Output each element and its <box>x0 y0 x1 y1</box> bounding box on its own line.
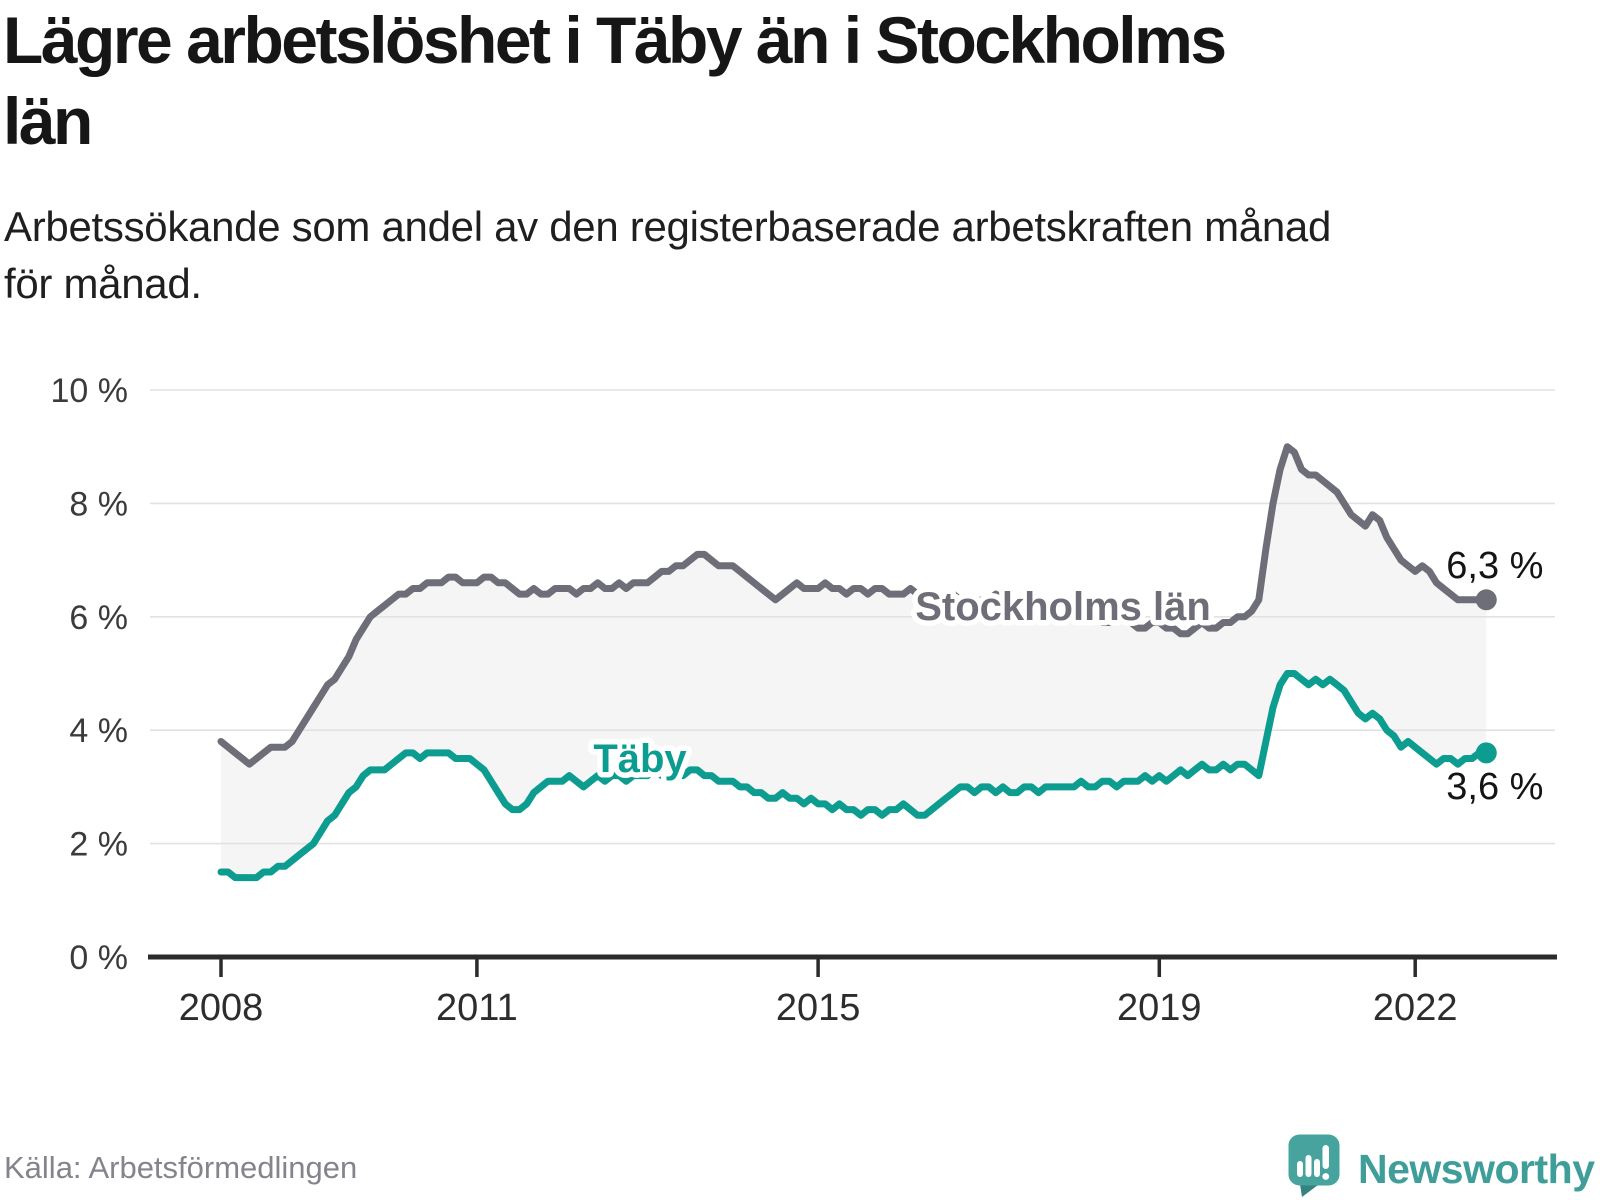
page-title-line-2: län <box>3 83 93 158</box>
page-subtitle-line-1: Arbetssökande som andel av den registerb… <box>4 203 1332 250</box>
y-tick-label: 4 % <box>69 712 128 750</box>
page-title: Lägre arbetslöshet i Täby än i Stockholm… <box>3 0 1227 161</box>
series-band <box>221 446 1487 878</box>
series-line-stockholms-lan <box>217 443 1490 768</box>
x-tick-label: 2015 <box>776 987 861 1029</box>
y-tick-label: 10 % <box>51 372 129 410</box>
newsworthy-icon <box>1288 1134 1340 1197</box>
y-tick-label: 6 % <box>69 599 128 637</box>
source-note: Källa: Arbetsförmedlingen <box>4 1150 358 1185</box>
series-end-dot-taby <box>1475 742 1497 764</box>
series-line-taby <box>217 670 1490 882</box>
y-tick-label: 2 % <box>69 826 128 864</box>
x-tick-label: 2008 <box>179 987 264 1029</box>
newsworthy-logo: Newsworthy <box>1288 1134 1595 1198</box>
page-subtitle-line-2: för månad. <box>4 260 202 308</box>
y-tick-label: 0 % <box>69 939 128 977</box>
series-label-taby: Täby <box>593 737 687 781</box>
series-end-value-stockholms-lan: 6,3 % <box>1446 545 1543 587</box>
series-label-stockholms-lan: Stockholms län <box>915 585 1211 629</box>
page-subtitle: Arbetssökande som andel av den registerb… <box>4 198 1331 312</box>
x-tick-label: 2011 <box>436 987 518 1029</box>
y-tick-label: 8 % <box>69 485 128 523</box>
page-title-line-1: Lägre arbetslöshet i Täby än i Stockholm… <box>3 3 1227 77</box>
newsworthy-wordmark: Newsworthy <box>1358 1145 1595 1192</box>
series-end-dot-stockholms-lan <box>1475 589 1497 611</box>
series-end-value-taby: 3,6 % <box>1446 766 1543 808</box>
x-tick-label: 2022 <box>1373 987 1458 1029</box>
x-tick-label: 2019 <box>1117 987 1202 1029</box>
